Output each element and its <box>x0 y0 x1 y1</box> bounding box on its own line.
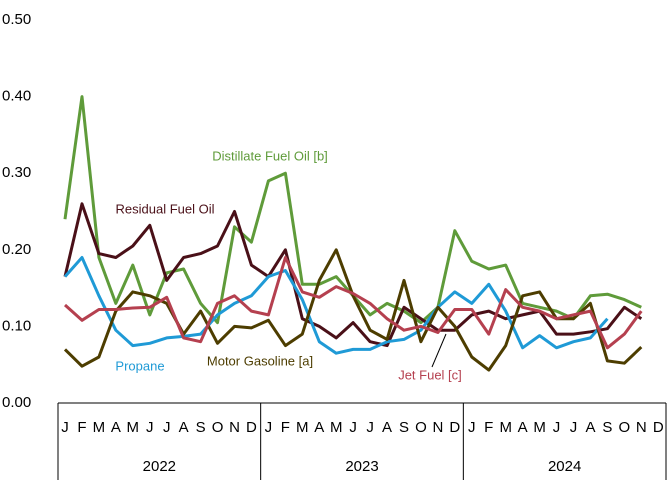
x-tick-label: S <box>196 419 206 436</box>
x-tick-label: J <box>349 419 357 436</box>
x-tick-label: D <box>449 419 460 436</box>
group-label: 2022 <box>143 458 176 475</box>
y-tick-label: 0.30 <box>2 164 31 181</box>
x-tick-label: J <box>570 419 578 436</box>
x-tick-label: A <box>382 419 392 436</box>
x-tick-label: A <box>518 419 528 436</box>
series-line <box>63 202 643 348</box>
series-label: Propane <box>115 358 164 373</box>
y-tick-label: 0.00 <box>2 394 31 411</box>
x-tick-label: F <box>77 419 86 436</box>
x-tick-label: F <box>281 419 290 436</box>
x-tick-label: A <box>585 419 595 436</box>
x-tick-label: J <box>468 419 476 436</box>
y-tick-label: 0.20 <box>2 241 31 258</box>
label-pointer <box>431 333 447 368</box>
x-tick-label: M <box>127 419 140 436</box>
x-tick-label: A <box>111 419 121 436</box>
x-tick-label: D <box>246 419 257 436</box>
x-tick-label: O <box>619 419 631 436</box>
x-tick-label: S <box>399 419 409 436</box>
x-tick-label: A <box>314 419 324 436</box>
series-label: Distillate Fuel Oil [b] <box>212 148 328 163</box>
x-tick-label: N <box>229 419 240 436</box>
x-tick-label: D <box>653 419 664 436</box>
x-tick-label: M <box>296 419 309 436</box>
y-tick-label: 0.40 <box>2 88 31 105</box>
x-tick-label: S <box>602 419 612 436</box>
x-tick-label: M <box>499 419 512 436</box>
series-label: Motor Gasoline [a] <box>207 353 313 368</box>
x-tick-label: J <box>265 419 273 436</box>
x-tick-label: O <box>212 419 224 436</box>
x-tick-label: M <box>330 419 343 436</box>
y-tick-label: 0.50 <box>2 11 31 28</box>
x-tick-label: F <box>484 419 493 436</box>
x-tick-label: J <box>366 419 374 436</box>
x-tick-label: J <box>146 419 154 436</box>
series-label: Jet Fuel [c] <box>398 367 462 382</box>
series-line <box>63 256 609 355</box>
series-line <box>63 256 643 350</box>
x-tick-label: J <box>553 419 561 436</box>
x-tick-label: M <box>93 419 106 436</box>
group-label: 2024 <box>548 458 581 475</box>
x-tick-label: O <box>415 419 427 436</box>
x-tick-label: J <box>61 419 69 436</box>
group-label: 2023 <box>345 458 378 475</box>
y-tick-label: 0.10 <box>2 317 31 334</box>
x-tick-label: M <box>533 419 546 436</box>
x-tick-label: J <box>163 419 171 436</box>
x-tick-label: N <box>636 419 647 436</box>
x-tick-label: A <box>179 419 189 436</box>
x-tick-label: N <box>432 419 443 436</box>
series-label: Residual Fuel Oil <box>116 201 215 216</box>
